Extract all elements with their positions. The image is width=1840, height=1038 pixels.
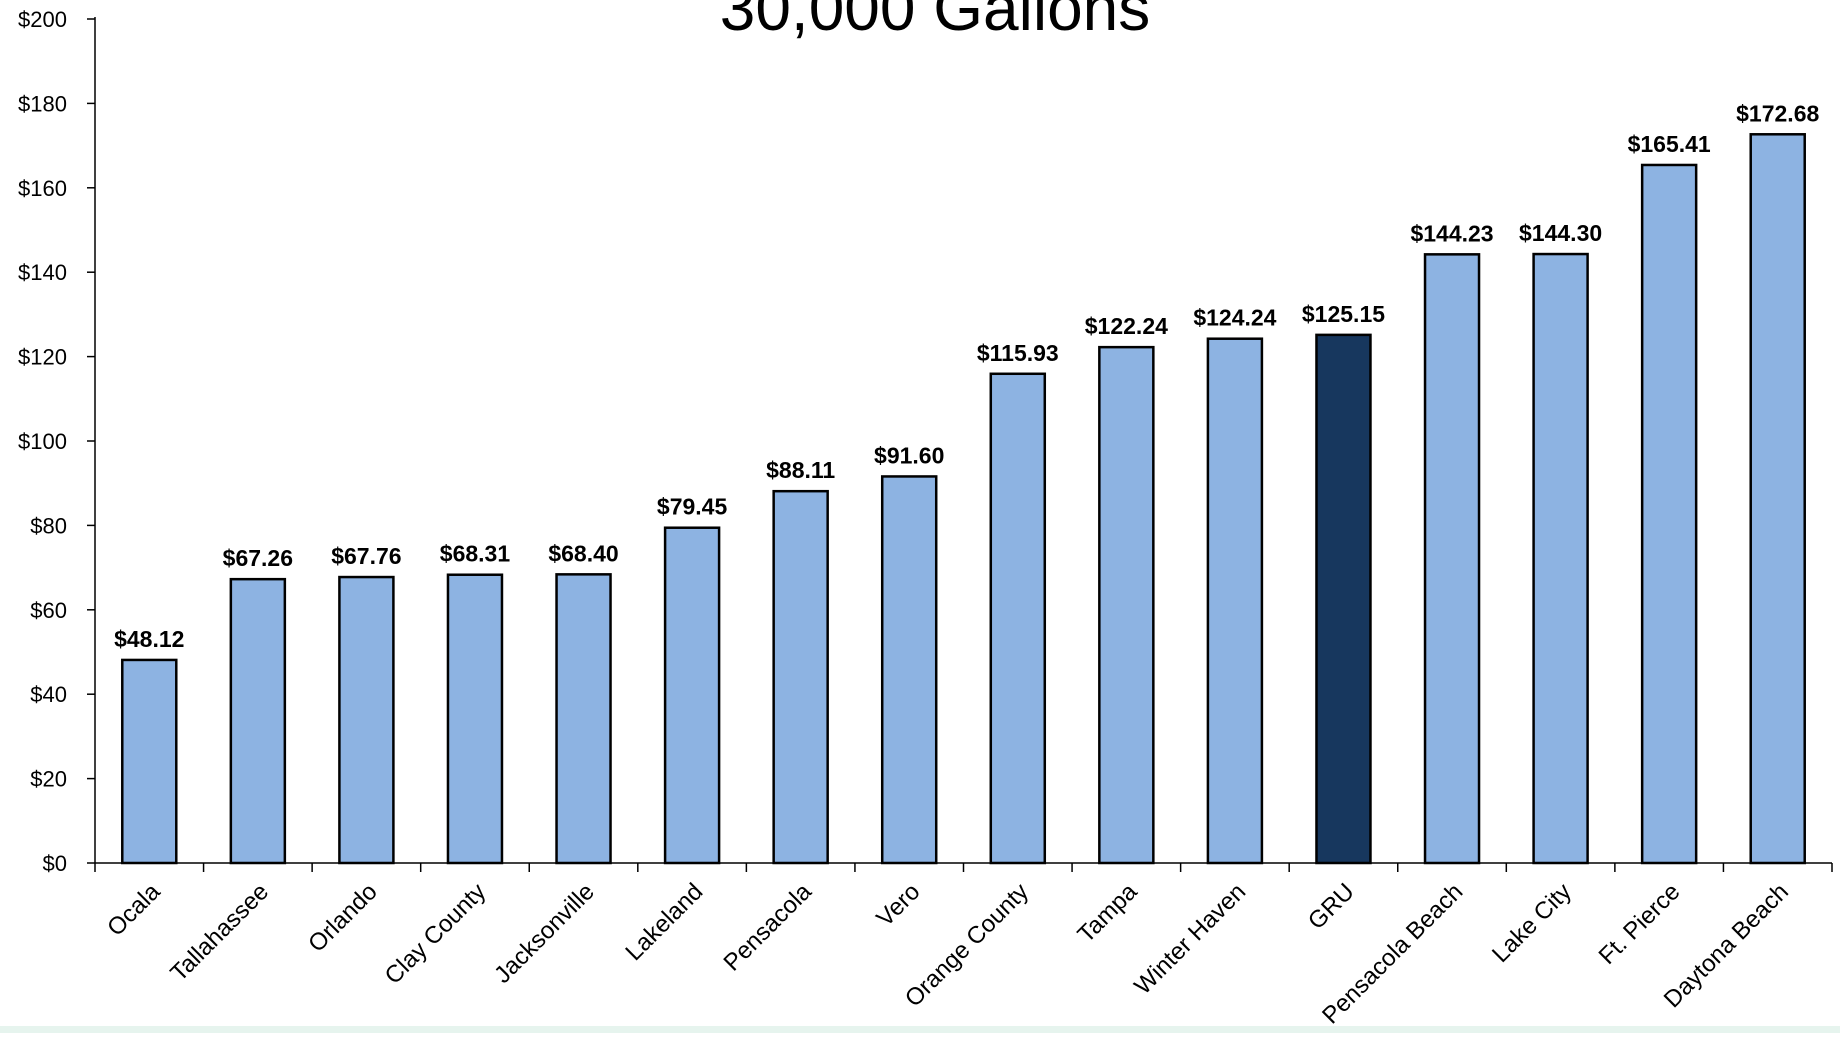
category-label: GRU [1303, 878, 1360, 935]
y-axis: $0 $20 $40 $60 $80 $100 $120 $140 $160 $180 $200 [18, 7, 96, 876]
y-tick-label: $80 [30, 513, 67, 538]
bar-daytona-beach [1749, 133, 1806, 865]
bottom-strip [0, 1026, 1840, 1033]
x-axis [94, 862, 1833, 872]
y-tick-label: $180 [18, 91, 67, 116]
bar-ft-pierce [1640, 163, 1698, 865]
bar-lake-city [1532, 252, 1589, 865]
category-label: Winter Haven [1129, 878, 1251, 1000]
bar-jacksonville [555, 573, 612, 865]
data-label: $144.30 [1519, 220, 1602, 246]
category-label: Vero [871, 878, 925, 932]
data-label: $79.45 [657, 494, 728, 520]
data-label: $172.68 [1736, 100, 1819, 126]
bar-winter-haven [1206, 337, 1264, 865]
category-label: Ft. Pierce [1594, 878, 1686, 970]
y-tick-label: $120 [18, 345, 67, 370]
data-label: $124.24 [1193, 305, 1276, 331]
y-tick-label: $200 [18, 7, 67, 32]
y-tick-label: $60 [30, 598, 67, 623]
data-label: $125.15 [1302, 301, 1385, 327]
data-label: $68.31 [440, 541, 511, 567]
category-label: Ocala [102, 878, 166, 942]
bar-tampa [1098, 345, 1155, 865]
bar-pensacola-beach [1423, 253, 1481, 865]
y-tick-label: $0 [43, 851, 67, 876]
bar-clay-county [446, 573, 504, 865]
data-label: $165.41 [1628, 131, 1711, 157]
category-label: Jacksonville [489, 878, 600, 989]
y-tick-label: $100 [18, 429, 67, 454]
data-label: $67.26 [223, 545, 293, 571]
bar-pensacola [772, 489, 829, 865]
bar-tallahassee [229, 577, 287, 865]
category-label: Orlando [303, 878, 382, 957]
bar-lakeland [663, 526, 721, 865]
data-label: $48.12 [114, 626, 184, 652]
data-label: $88.11 [766, 457, 835, 483]
bar-gru [1315, 333, 1372, 865]
data-label: $122.24 [1085, 313, 1168, 339]
bars [121, 133, 1806, 865]
category-label: Tallahassee [165, 878, 274, 987]
chart-title: 30,000 Gallons [720, 0, 1151, 44]
y-tick-label: $40 [30, 682, 67, 707]
category-label: Pensacola [719, 878, 818, 977]
data-label: $115.93 [977, 340, 1059, 366]
data-labels: $48.12 $67.26 $67.76 $68.31 $68.40 $79.45 $88.… [114, 100, 1819, 652]
data-label: $67.76 [331, 543, 401, 569]
data-label: $91.60 [874, 442, 944, 468]
y-tick-label: $160 [18, 176, 67, 201]
y-tick-label: $20 [30, 767, 67, 792]
bar-orlando [338, 575, 395, 865]
category-label: Clay County [380, 878, 492, 990]
bar-ocala [121, 658, 178, 865]
bar-orange-county [989, 372, 1047, 865]
data-label: $68.40 [548, 540, 618, 566]
y-tick-label: $140 [18, 260, 67, 285]
category-label: Tampa [1073, 878, 1143, 948]
data-label: $144.23 [1410, 220, 1493, 246]
category-label: Lake City [1487, 878, 1577, 968]
category-label: Lakeland [620, 878, 708, 966]
bar-vero [880, 475, 938, 865]
